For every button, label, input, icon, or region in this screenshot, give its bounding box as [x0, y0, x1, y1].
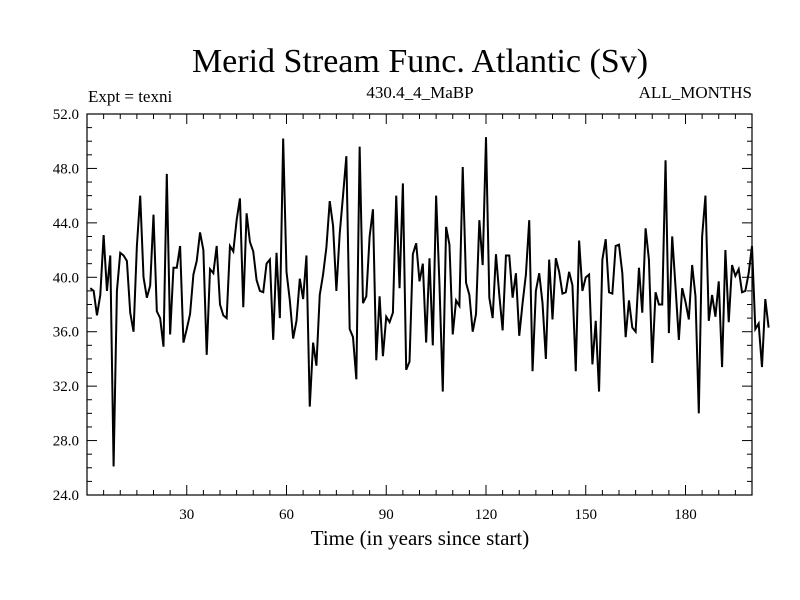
x-tick-label: 120 [475, 507, 498, 523]
axis-tick-labels: 30 60 90 120 150 180 24.0 28.0 32.0 36.0 40.0 44.0 4… [53, 107, 697, 523]
x-tick-label: 30 [179, 507, 194, 523]
x-tick-label: 150 [575, 507, 598, 523]
plot-frame [86, 113, 753, 496]
y-tick-label: 48.0 [53, 161, 79, 177]
x-tick-label: 60 [279, 507, 294, 523]
x-axis-label: Time (in years since start) [311, 526, 530, 550]
y-tick-label: 44.0 [53, 216, 79, 232]
series-line [89, 137, 770, 467]
months-label: ALL_MONTHS [639, 83, 752, 102]
y-tick-label: 32.0 [53, 379, 79, 395]
chart-title: Merid Stream Func. Atlantic (Sv) [192, 43, 648, 80]
y-tick-label: 24.0 [53, 488, 79, 504]
y-tick-label: 52.0 [53, 107, 79, 123]
y-tick-label: 28.0 [53, 434, 79, 450]
y-tick-label: 36.0 [53, 325, 79, 341]
x-tick-label: 90 [379, 507, 394, 523]
x-tick-label: 180 [674, 507, 697, 523]
y-tick-label: 40.0 [53, 270, 79, 286]
axis-ticks [87, 114, 752, 495]
period-label: 430.4_4_MaBP [366, 83, 473, 102]
experiment-label: Expt = texni [88, 87, 172, 106]
